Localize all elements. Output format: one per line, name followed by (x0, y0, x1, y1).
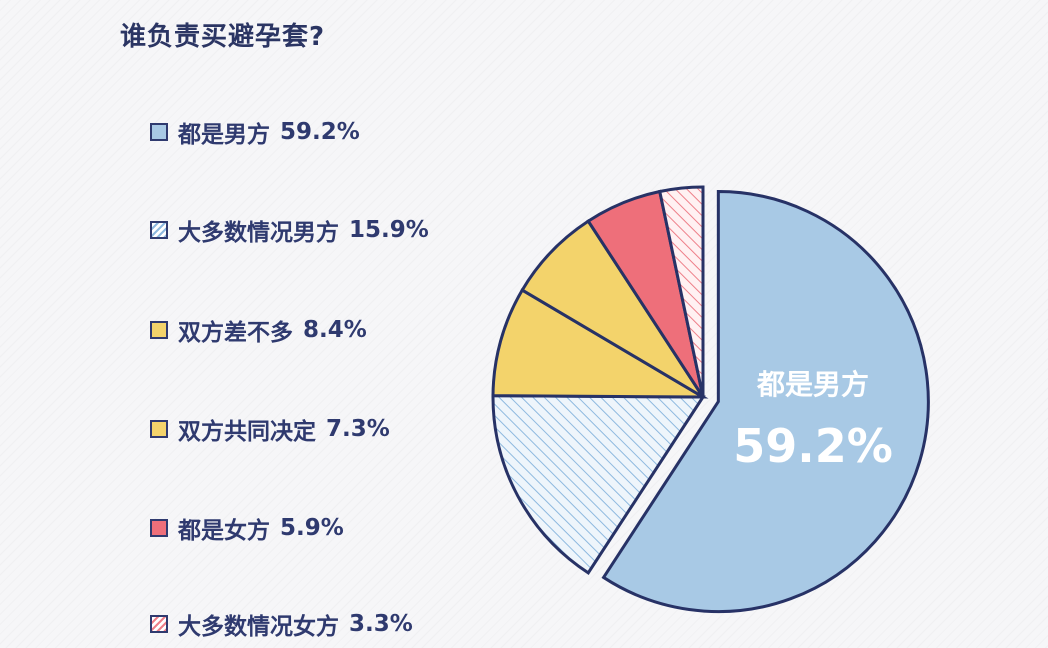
legend-label-6: 大多数情况女方 (178, 614, 339, 640)
legend-value-1: 59.2% (280, 119, 360, 145)
legend-swatch-2 (150, 221, 168, 239)
pie-chart-container: 都是男方 59.2% (488, 172, 958, 632)
legend-item-6: 大多数情况女方 3.3% (150, 607, 413, 641)
pie-center-value: 59.2% (733, 419, 893, 473)
pie-center-label: 都是男方 (756, 368, 869, 401)
legend-value-5: 5.9% (280, 515, 344, 541)
legend-value-3: 8.4% (303, 317, 367, 343)
pie-slice-6 (657, 185, 705, 398)
legend-value-4: 7.3% (326, 416, 390, 442)
legend-item-1: 都是男方 59.2% (150, 115, 360, 149)
legend-value-2: 15.9% (349, 217, 429, 243)
legend-item-3: 双方差不多 8.4% (150, 313, 367, 347)
legend-label-4: 双方共同决定 (178, 419, 316, 445)
legend-label-5: 都是女方 (178, 518, 270, 544)
legend-item-2: 大多数情况男方 15.9% (150, 213, 429, 247)
legend-swatch-1 (150, 123, 168, 141)
legend-label-2: 大多数情况男方 (178, 220, 339, 246)
pie-slice-1 (601, 190, 930, 614)
legend-label-1: 都是男方 (178, 122, 270, 148)
pie-slice-2 (491, 394, 706, 575)
legend-item-5: 都是女方 5.9% (150, 511, 344, 545)
legend-swatch-6 (150, 615, 168, 633)
legend-swatch-3 (150, 321, 168, 339)
legend-value-6: 3.3% (349, 611, 413, 637)
pie-chart: 都是男方 59.2% (491, 185, 930, 614)
legend-item-4: 双方共同决定 7.3% (150, 412, 390, 446)
pie-slice-3 (491, 288, 709, 399)
legend-swatch-4 (150, 420, 168, 438)
chart-title: 谁负责买避孕套? (120, 22, 326, 52)
legend-swatch-5 (150, 519, 168, 537)
legend-label-3: 双方差不多 (178, 320, 293, 346)
